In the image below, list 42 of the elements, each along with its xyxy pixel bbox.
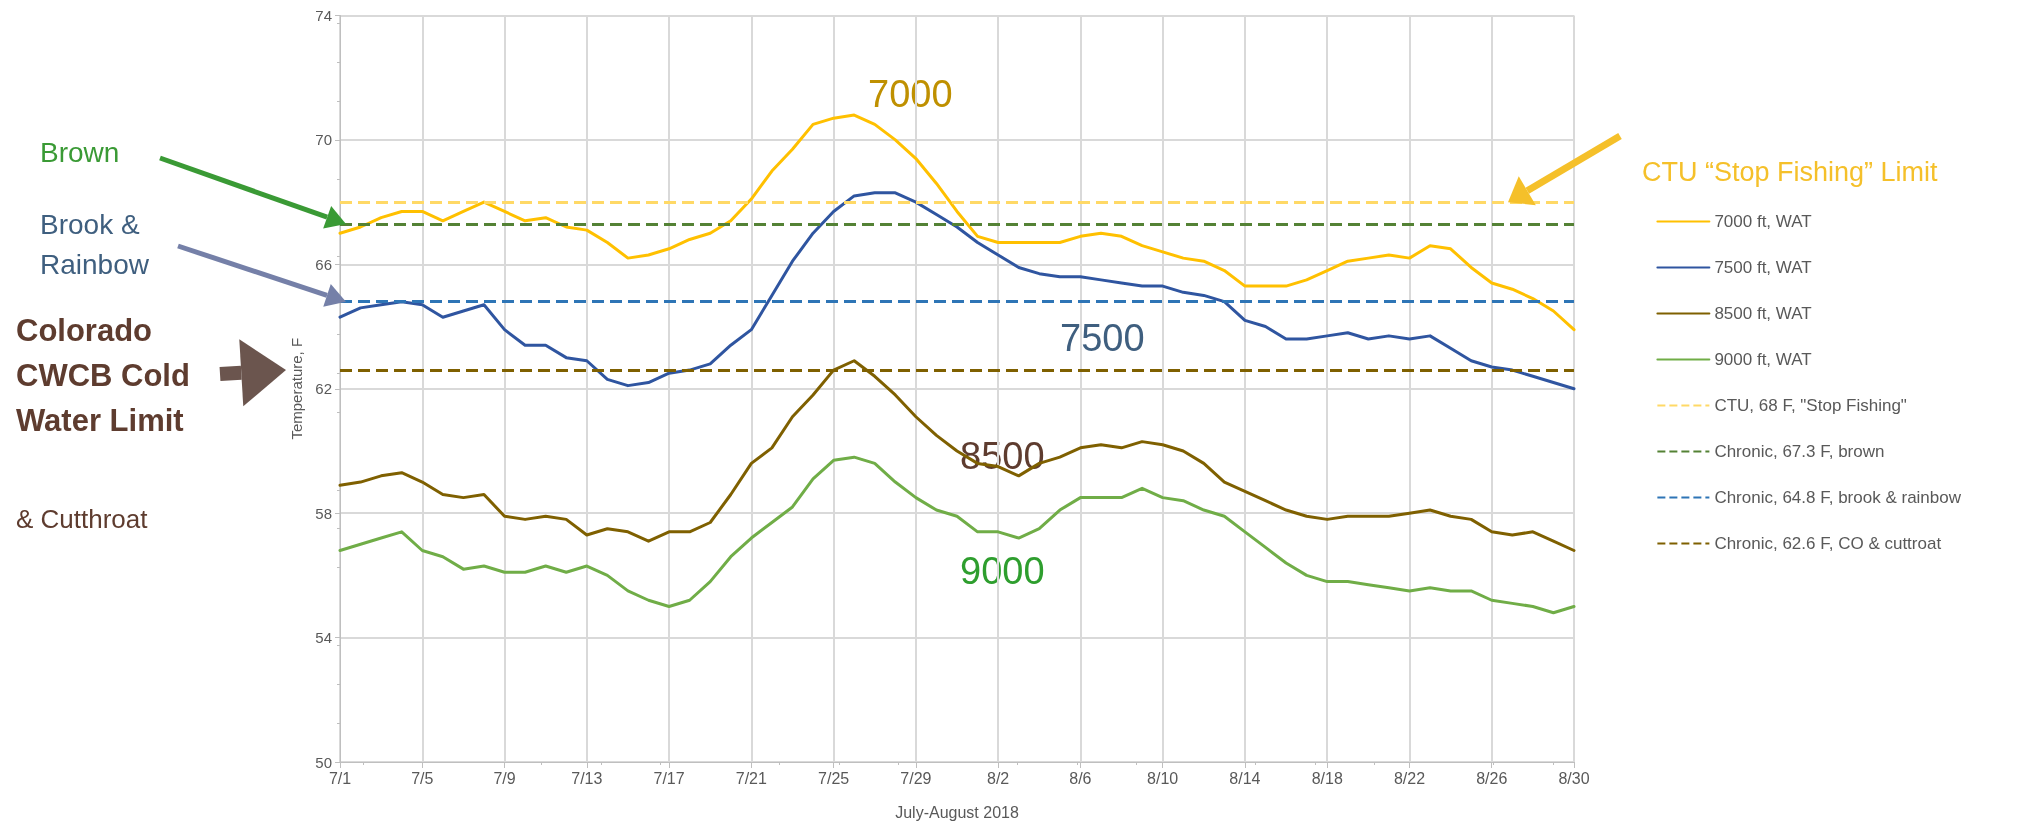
x-tick-label: 8/6 [1069,769,1092,787]
x-tick-label: 7/21 [735,769,768,787]
x-tick-label: 7/25 [818,769,850,787]
text: CTU “Stop Fishing” Limit [1642,156,1939,187]
x-tick-label: 8/14 [1229,769,1261,787]
y-tick-label: 66 [315,255,332,273]
legend-label: Chronic, 62.6 F, CO & cuttroat [1714,534,1942,553]
annotation: 7500 [1060,316,1145,359]
x-tick-label: 7/13 [571,769,603,787]
legend-label: Chronic, 67.3 F, brown [1714,442,1885,461]
legend-label: 9000 ft, WAT [1714,350,1812,369]
legend-label: Chronic, 64.8 F, brook & rainbow [1714,488,1962,507]
text: Brook & Rainbow [40,208,150,281]
line-series [338,191,1576,391]
legend-label: 7500 ft, WAT [1714,258,1812,277]
legend-label: CTU, 68 F, "Stop Fishing" [1714,396,1907,415]
y-tick-label: 58 [315,504,332,522]
text: Brown [40,136,120,168]
x-tick-label: 8/2 [987,769,1010,787]
legend-label: 7000 ft, WAT [1714,212,1812,231]
x-tick-label: 8/22 [1393,769,1426,787]
x-tick-label: 8/26 [1476,769,1508,787]
y-tick-label: 62 [315,380,332,398]
x-tick-label: 8/10 [1147,769,1179,787]
annotation: 7000 [868,72,953,115]
y-tick-label: 50 [315,753,332,771]
x-tick-label: 7/17 [653,769,685,787]
x-tick-label: 8/30 [1558,769,1590,787]
y-tick-label: 74 [315,7,332,24]
x-tick-label: 7/9 [493,769,516,787]
y-tick-label: 54 [315,629,332,647]
x-tick-label: 7/1 [328,769,352,787]
text: & Cutthroat [16,503,149,534]
x-tick-label: 7/5 [411,769,434,787]
x-tick-label: 7/29 [900,769,932,787]
text: Colorado CWCB Cold Water Limit [16,312,199,438]
x-axis-title: July-August 2018 [895,803,1019,821]
legend-label: 8500 ft, WAT [1714,304,1812,323]
line-series [338,359,1576,552]
y-tick-label: 70 [315,131,332,149]
y-axis-title: Temperature, F [288,337,306,440]
x-tick-label: 8/18 [1311,769,1343,787]
